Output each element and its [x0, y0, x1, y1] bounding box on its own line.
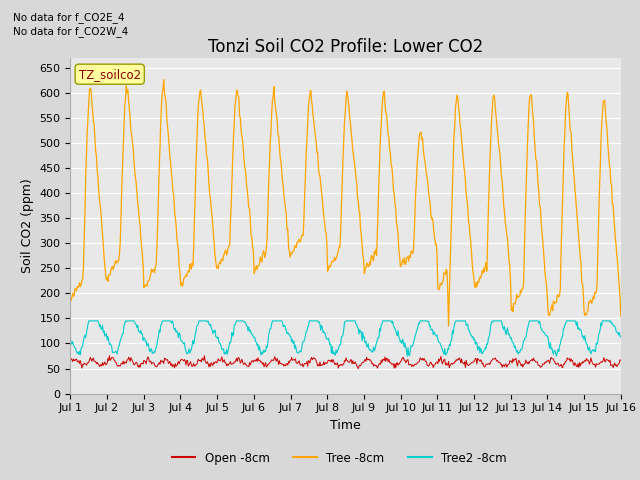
Text: TZ_soilco2: TZ_soilco2: [79, 68, 141, 81]
Text: No data for f_CO2E_4: No data for f_CO2E_4: [13, 12, 124, 23]
Text: No data for f_CO2W_4: No data for f_CO2W_4: [13, 26, 128, 37]
X-axis label: Time: Time: [330, 419, 361, 432]
Legend: Open -8cm, Tree -8cm, Tree2 -8cm: Open -8cm, Tree -8cm, Tree2 -8cm: [167, 447, 511, 469]
Title: Tonzi Soil CO2 Profile: Lower CO2: Tonzi Soil CO2 Profile: Lower CO2: [208, 38, 483, 56]
Y-axis label: Soil CO2 (ppm): Soil CO2 (ppm): [21, 178, 34, 273]
